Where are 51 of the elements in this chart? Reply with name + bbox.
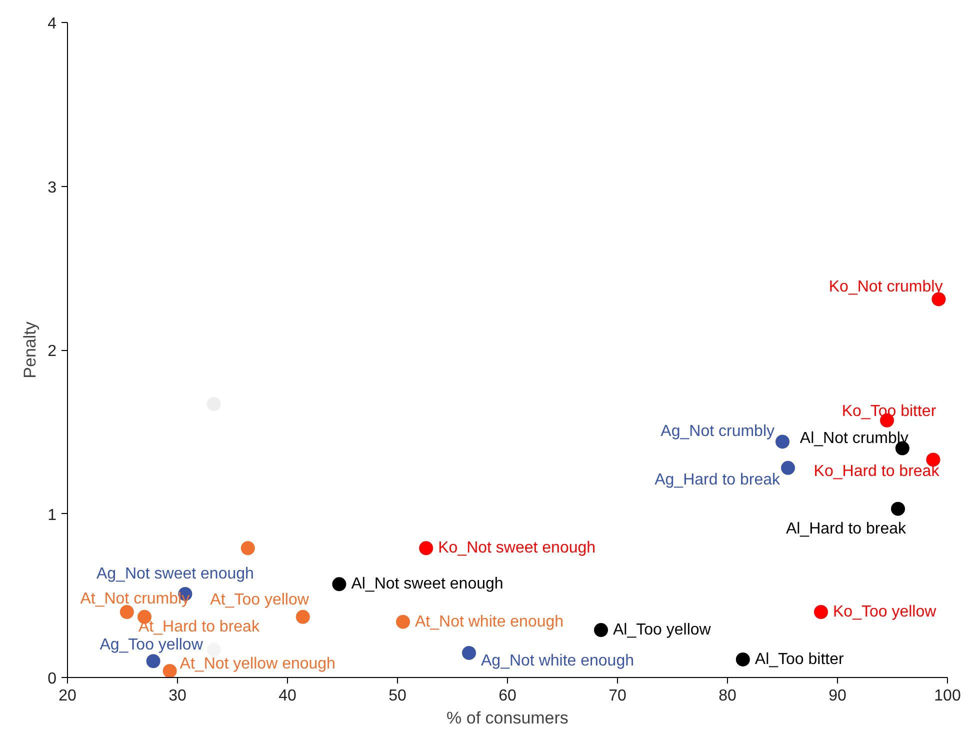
annotation: At_Too yellow bbox=[210, 591, 310, 608]
annotation: Al_Hard to break bbox=[786, 520, 907, 538]
point bbox=[736, 652, 750, 666]
annotation: Al_Not sweet enough bbox=[351, 576, 504, 593]
x-axis-title: % of consumers bbox=[446, 708, 568, 728]
annotation: At_Not white enough bbox=[415, 613, 564, 630]
point bbox=[396, 614, 410, 629]
y-tick-label: 3 bbox=[48, 179, 57, 196]
point bbox=[332, 577, 346, 592]
point bbox=[419, 541, 434, 556]
annotation: Al_Too yellow bbox=[613, 622, 712, 639]
point bbox=[146, 654, 160, 668]
y-tick-label: 4 bbox=[48, 16, 57, 32]
x-tick-label: 100 bbox=[934, 688, 961, 704]
annotation: At_Not yellow enough bbox=[180, 655, 336, 672]
annotation: Ko_Not crumbly bbox=[828, 278, 943, 296]
annotation: Ag_Not crumbly bbox=[660, 423, 775, 440]
y-tick-label: 2 bbox=[48, 343, 57, 360]
x-tick-label: 50 bbox=[388, 688, 406, 704]
annotation: Al_Too bitter bbox=[754, 650, 845, 668]
x-tick-label: 40 bbox=[278, 688, 296, 704]
y-axis-title: Penalty bbox=[20, 321, 40, 378]
annotation: Al_Not crumbly bbox=[800, 430, 908, 447]
annotation: Ko_Not sweet enough bbox=[438, 540, 596, 557]
annotation: Ag_Not sweet enough bbox=[96, 565, 254, 582]
point bbox=[776, 434, 790, 449]
y-tick-label: 1 bbox=[48, 506, 57, 524]
point bbox=[814, 605, 828, 619]
point bbox=[891, 502, 905, 516]
x-tick-label: 80 bbox=[718, 688, 736, 704]
annotation: Ag_Not white enough bbox=[481, 652, 634, 670]
point bbox=[462, 646, 476, 660]
point bbox=[162, 664, 177, 678]
point bbox=[932, 292, 946, 306]
point bbox=[781, 460, 795, 475]
annotation: Ag_Too yellow bbox=[100, 636, 204, 654]
point bbox=[240, 541, 255, 556]
annotation: Ko_Too yellow bbox=[833, 604, 937, 620]
point bbox=[296, 610, 310, 624]
y-tick-label: 0 bbox=[48, 670, 57, 688]
x-tick-label: 60 bbox=[498, 688, 516, 704]
annotation: Ag_Hard to break bbox=[654, 471, 781, 488]
annotation: At_Hard to break bbox=[138, 618, 260, 636]
x-tick-label: 70 bbox=[608, 688, 626, 704]
annotation: Ko_Hard to break bbox=[814, 463, 940, 480]
x-tick-label: 30 bbox=[168, 688, 186, 704]
x-tick-label: 20 bbox=[58, 688, 76, 704]
annotation: At_Not crumbly bbox=[80, 590, 190, 608]
x-tick-label: 90 bbox=[828, 688, 846, 704]
point bbox=[120, 605, 134, 619]
point bbox=[594, 623, 608, 637]
